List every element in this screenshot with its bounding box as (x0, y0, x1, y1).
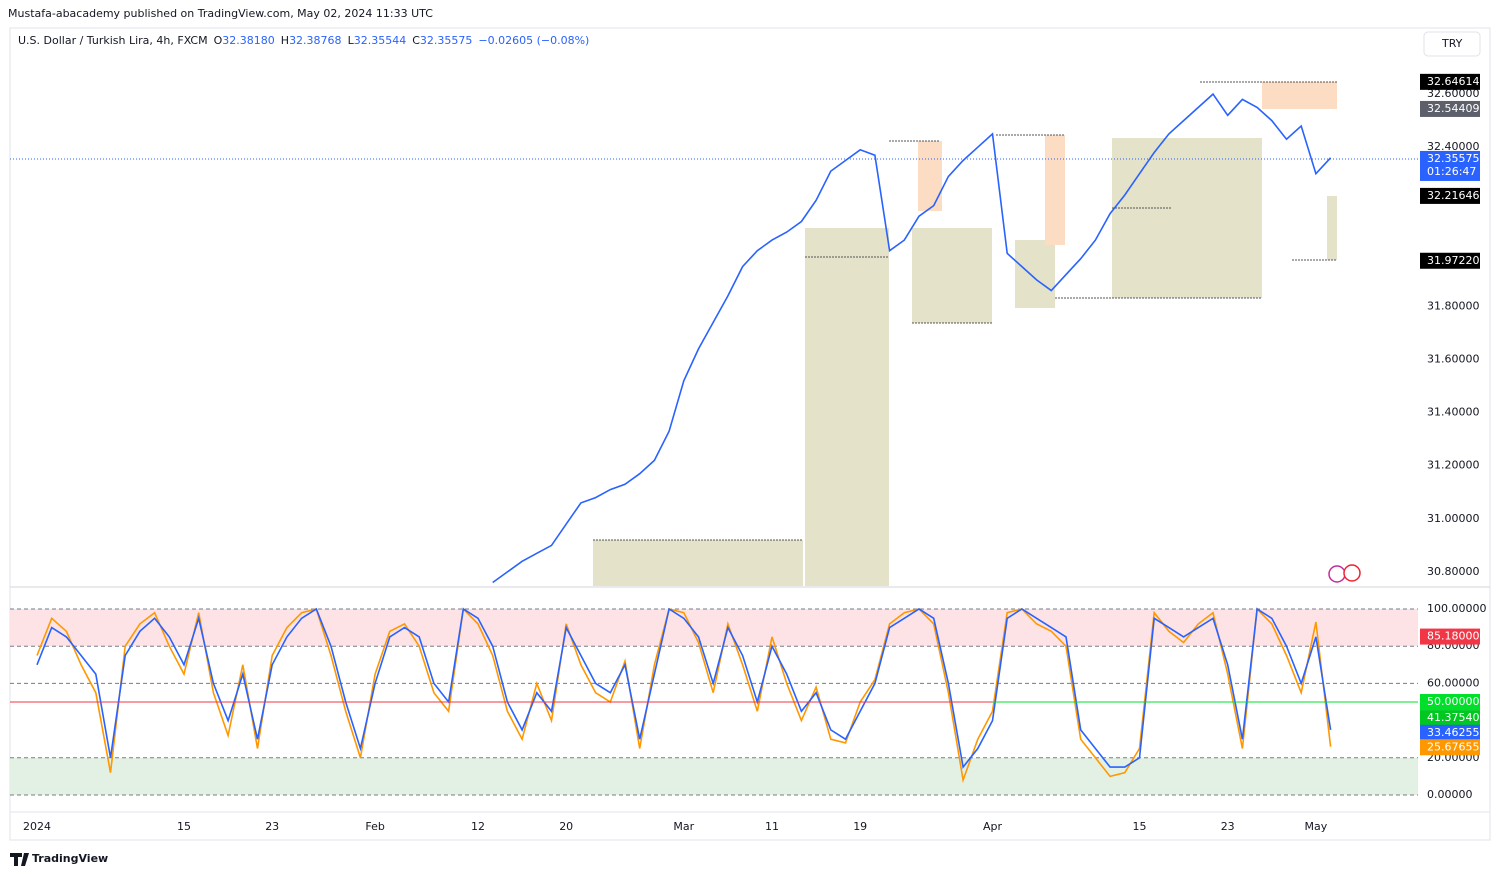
value-label: 85.18000 (1427, 630, 1480, 643)
ohlc-value: 32.38180 (222, 34, 275, 47)
x-tick-label: Feb (365, 820, 384, 833)
y-tick-label: 31.00000 (1427, 512, 1480, 525)
x-tick-label: 23 (1221, 820, 1235, 833)
value-label: 25.67655 (1427, 740, 1480, 753)
symbol-name: U.S. Dollar / Turkish Lira, 4h, FXCM (18, 34, 208, 47)
y-tick-label: 100.00000 (1427, 602, 1487, 615)
price-label-box (1420, 150, 1480, 181)
y-tick-label: 31.60000 (1427, 353, 1480, 366)
x-tick-label: 11 (765, 820, 779, 833)
x-tick-label: May (1305, 820, 1328, 833)
price-label: 31.97220 (1427, 254, 1480, 267)
ohlc-key: C (412, 34, 420, 47)
series-line (492, 92, 1332, 584)
value-label: 41.37540 (1427, 711, 1480, 724)
x-tick-label: 12 (471, 820, 485, 833)
x-tick-label: Apr (983, 820, 1003, 833)
price-label: 32.21646 (1427, 189, 1480, 202)
ohlc-value: 32.35544 (354, 34, 407, 47)
x-tick-label: 15 (177, 820, 191, 833)
flag-icon[interactable] (1343, 564, 1361, 582)
ohlc-key: O (214, 34, 223, 47)
supply-zone (918, 141, 942, 211)
countdown: 01:26:47 (1427, 165, 1476, 178)
currency-button[interactable] (1423, 31, 1481, 57)
supply-zone (1262, 82, 1337, 109)
chart-frame (9, 27, 1491, 841)
y-tick-label: 30.80000 (1427, 565, 1480, 578)
value-label: 50.00000 (1427, 695, 1480, 708)
ohlc-value: 32.35575 (420, 34, 473, 47)
demand-zone (1112, 138, 1262, 298)
ohlc-value: 32.38768 (289, 34, 342, 47)
footer-brand: TradingView (32, 852, 108, 865)
pane (10, 607, 1418, 796)
value-label: 33.46255 (1427, 726, 1480, 739)
value-label-box (1420, 628, 1480, 645)
demand-zone (912, 228, 992, 323)
y-tick-label: 32.60000 (1427, 87, 1480, 100)
y-tick-label: 0.00000 (1427, 788, 1473, 801)
x-tick-label: Mar (673, 820, 694, 833)
value-label-box (1420, 724, 1480, 741)
price-label: 32.64614 (1427, 75, 1480, 88)
ohlc-key: L (348, 34, 355, 47)
x-tick-label: 15 (1133, 820, 1147, 833)
zone-band (10, 757, 1418, 796)
value-label-box (1420, 694, 1480, 711)
price-label-box (1420, 187, 1480, 204)
publisher-line: Mustafa-abacademy published on TradingVi… (8, 7, 433, 20)
y-tick-label: 31.80000 (1427, 299, 1480, 312)
price-label-box (1420, 252, 1480, 269)
price-change: −0.02605 (−0.08%) (478, 34, 589, 47)
price-label-box (1420, 100, 1480, 117)
price-label-box (1420, 73, 1480, 90)
event-icon[interactable] (1328, 565, 1346, 583)
supply-zone (1045, 135, 1065, 245)
zone-band (10, 609, 1418, 647)
value-label-box (1420, 710, 1480, 727)
ohlc-key: H (281, 34, 289, 47)
y-tick-label: 60.00000 (1427, 676, 1480, 689)
symbol-legend: U.S. Dollar / Turkish Lira, 4h, FXCM O32.… (18, 34, 589, 47)
demand-zone (805, 228, 889, 586)
price-label: 32.54409 (1427, 102, 1480, 115)
series-line (36, 607, 1332, 769)
value-label-box (1420, 739, 1480, 756)
x-tick-label: 2024 (23, 820, 51, 833)
y-tick-label: 31.40000 (1427, 406, 1480, 419)
x-tick-label: 23 (265, 820, 279, 833)
y-tick-label: 32.40000 (1427, 140, 1480, 153)
y-tick-label: 31.20000 (1427, 459, 1480, 472)
zones (593, 81, 1337, 586)
zone-edges (593, 81, 1337, 541)
logo-mark (10, 853, 29, 866)
demand-zone (1015, 240, 1055, 308)
demand-zone (1327, 196, 1337, 260)
pane (492, 92, 1332, 584)
x-tick-label: 20 (559, 820, 573, 833)
demand-zone (593, 540, 803, 586)
x-tick-label: 19 (853, 820, 867, 833)
price-label: 32.35575 (1427, 152, 1480, 165)
currency-label: TRY (1441, 37, 1463, 50)
